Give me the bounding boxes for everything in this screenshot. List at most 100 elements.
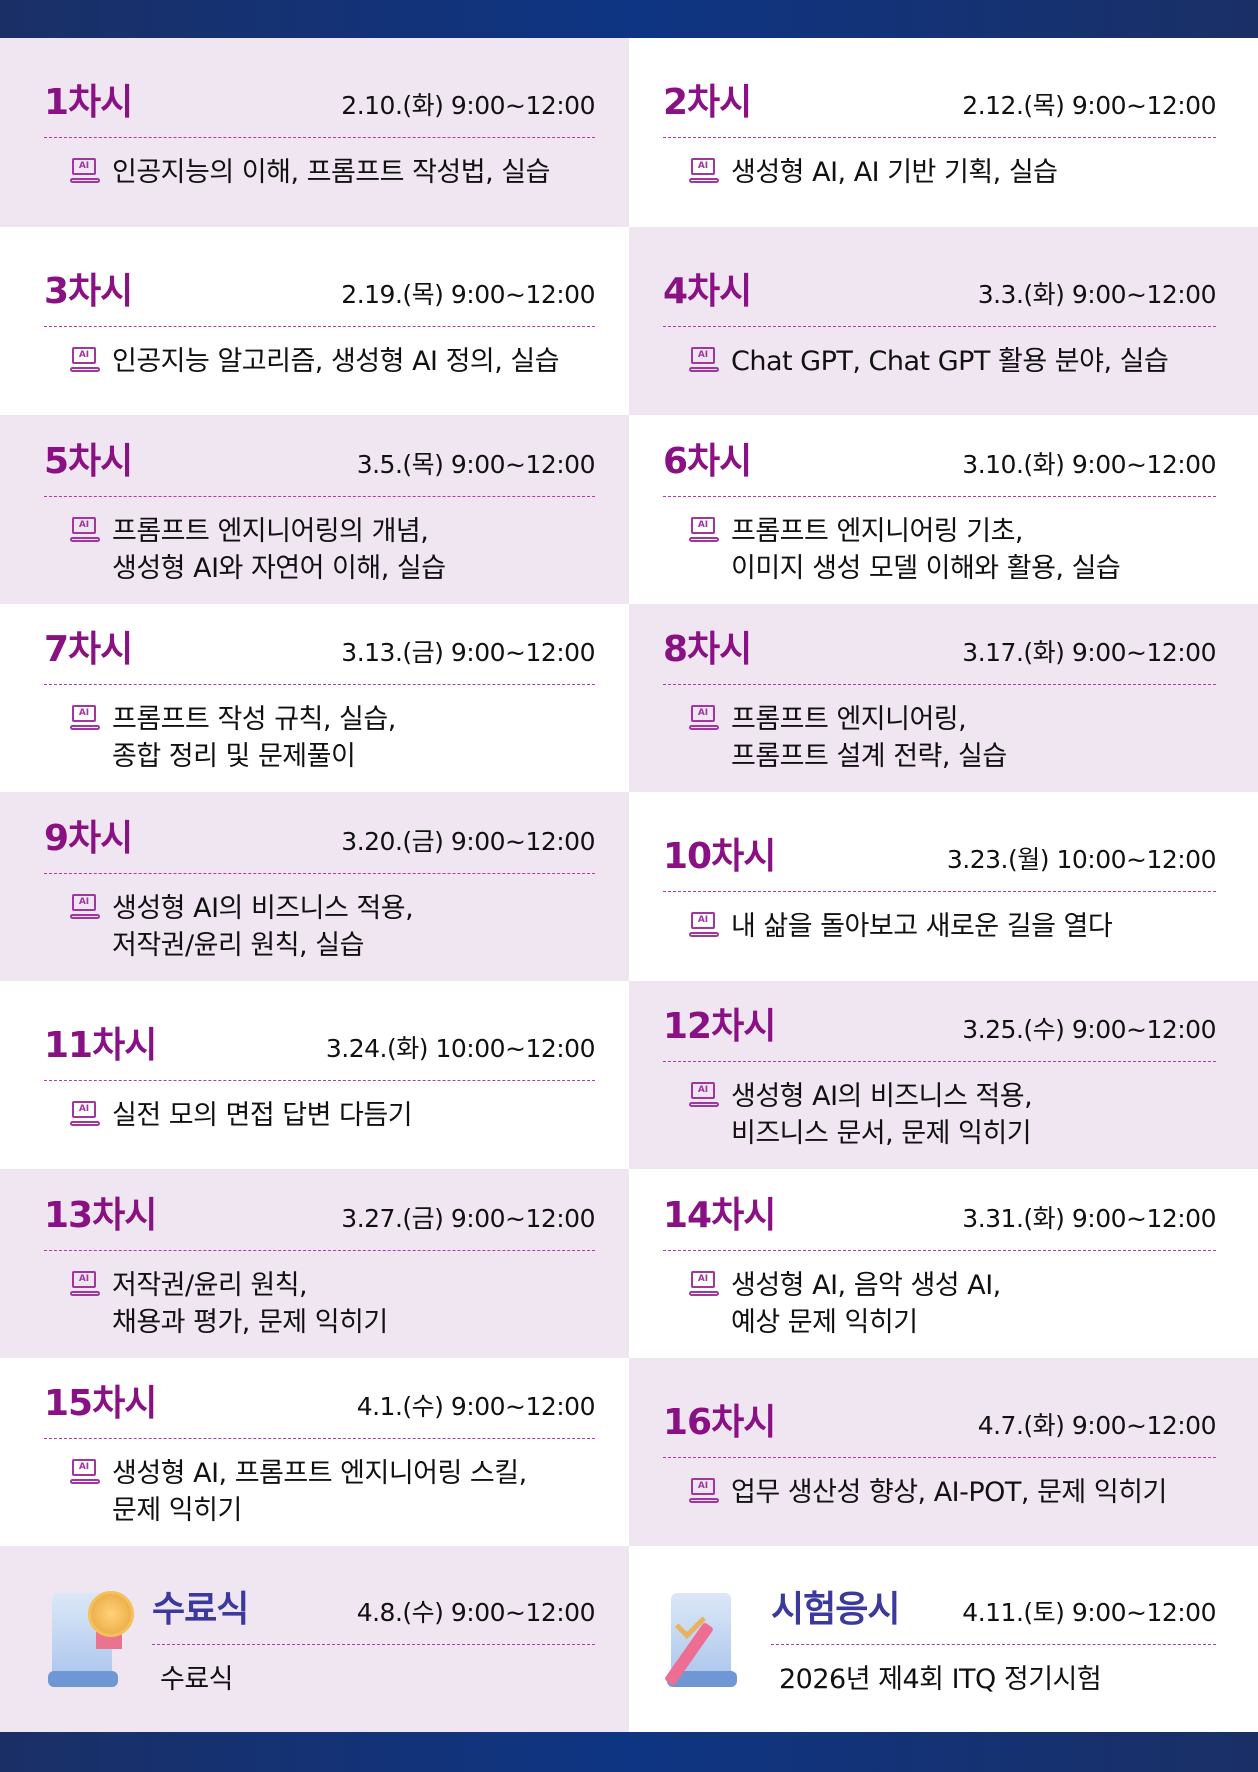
session-title: 5차시 xyxy=(44,440,133,482)
topic-line: 종합 정리 및 문제풀이 xyxy=(112,741,356,773)
session-header: 11차시 3.24.(화) 10:00~12:00 xyxy=(44,1016,596,1081)
session-title: 14차시 xyxy=(663,1194,776,1236)
ai-screen-label: AI xyxy=(691,1477,715,1495)
ai-screen-label: AI xyxy=(72,516,96,534)
ai-laptop-icon: AI xyxy=(70,1459,100,1485)
ai-laptop-icon: AI xyxy=(70,893,100,920)
laptop-base xyxy=(689,178,719,184)
topic-line: 문제 익히기 xyxy=(112,1495,242,1527)
ai-screen-label: AI xyxy=(691,1082,715,1100)
ai-screen-label: AI xyxy=(72,893,96,911)
ai-laptop-icon: AI xyxy=(689,158,719,184)
laptop-base xyxy=(70,1290,100,1296)
laptop-base xyxy=(70,366,100,372)
ceremony-date: 4.8.(수) 9:00~12:00 xyxy=(356,1598,596,1627)
exam-text: 2026년 제4회 ITQ 정기시험 xyxy=(779,1664,1102,1695)
session-card: 3차시 2.19.(목) 9:00~12:00 AI 인공지능 알고리즘, 생성형 A… xyxy=(0,226,629,415)
session-content: AI 생성형 AI, 프롬프트 엔지니어링 스킬, 문제 익히기 xyxy=(44,1455,595,1529)
session-date: 3.17.(화) 9:00~12:00 xyxy=(962,638,1216,668)
laptop-base xyxy=(70,178,100,184)
session-header: 8차시 3.17.(화) 9:00~12:00 xyxy=(663,620,1216,686)
ai-laptop-icon: AI xyxy=(689,912,719,938)
session-header: 9차시 3.20.(금) 9:00~12:00 xyxy=(44,809,595,874)
ai-screen-label: AI xyxy=(691,346,715,364)
session-topics: 저작권/윤리 원칙, 채용과 평가, 문제 익히기 xyxy=(112,1267,388,1341)
laptop-base xyxy=(689,1497,719,1503)
ai-screen-label: AI xyxy=(691,705,715,723)
ai-screen-label: AI xyxy=(72,158,96,176)
topic-line: 인공지능의 이해, 프롬프트 작성법, 실습 xyxy=(112,157,550,189)
topic-line: 채용과 평가, 문제 익히기 xyxy=(112,1306,388,1338)
top-banner-bar xyxy=(0,0,1258,38)
session-header: 13차시 3.27.(금) 9:00~12:00 xyxy=(44,1186,595,1251)
ai-screen-label: AI xyxy=(691,1270,715,1288)
topic-line: 프롬프트 엔지니어링 기초, xyxy=(731,515,1024,547)
topic-line: 예상 문제 익히기 xyxy=(731,1306,918,1338)
laptop-base xyxy=(689,366,719,372)
ai-screen-label: AI xyxy=(691,158,715,176)
session-card: 16차시 4.7.(화) 9:00~12:00 AI 업무 생산성 향상, AI-PO… xyxy=(629,1357,1258,1546)
session-content: AI 실전 모의 면접 답변 다듬기 xyxy=(44,1097,595,1134)
topic-line: 실전 모의 면접 답변 다듬기 xyxy=(112,1099,413,1131)
session-content: AI 생성형 AI의 비즈니스 적용, 비즈니스 문서, 문제 익히기 xyxy=(663,1078,1216,1152)
schedule-grid: 1차시 2.10.(화) 9:00~12:00 AI 인공지능의 이해, 프롬프트 작… xyxy=(0,38,1258,1732)
topic-line: 프롬프트 엔지니어링의 개념, xyxy=(112,515,429,547)
ai-screen-label: AI xyxy=(691,516,715,534)
ai-laptop-icon: AI xyxy=(70,1100,100,1127)
topic-line: 프롬프트 엔지니어링, xyxy=(731,704,967,736)
exam-header: 시험응시 4.11.(토) 9:00~12:00 xyxy=(771,1580,1216,1645)
ai-laptop-icon: AI xyxy=(689,1082,719,1108)
session-topics: 프롬프트 엔지니어링, 프롬프트 설계 전략, 실습 xyxy=(731,701,1007,775)
exam-body: 시험응시 4.11.(토) 9:00~12:00 2026년 제4회 ITQ 정기시… xyxy=(771,1580,1216,1698)
session-date: 2.10.(화) 9:00~12:00 xyxy=(341,91,595,121)
laptop-base xyxy=(70,536,100,542)
topic-line: 생성형 AI와 자연어 이해, 실습 xyxy=(112,552,446,584)
session-topics: 실전 모의 면접 답변 다듬기 xyxy=(112,1097,413,1134)
laptop-base xyxy=(689,536,719,542)
session-card: 13차시 3.27.(금) 9:00~12:00 AI 저작권/윤리 원칙, 채용과 평… xyxy=(0,1169,629,1358)
session-title: 13차시 xyxy=(44,1194,157,1236)
topic-line: 인공지능 알고리즘, 생성형 AI 정의, 실습 xyxy=(112,345,560,377)
session-title: 1차시 xyxy=(44,82,133,124)
session-title: 2차시 xyxy=(663,82,752,124)
session-header: 1차시 2.10.(화) 9:00~12:00 xyxy=(44,73,595,139)
ai-laptop-icon: AI xyxy=(70,1270,100,1297)
session-title: 6차시 xyxy=(663,440,752,482)
session-title: 3차시 xyxy=(44,270,133,312)
laptop-base xyxy=(689,725,719,731)
session-date: 2.12.(목) 9:00~12:00 xyxy=(962,91,1216,121)
session-header: 16차시 4.7.(화) 9:00~12:00 xyxy=(663,1393,1217,1458)
session-card: 1차시 2.10.(화) 9:00~12:00 AI 인공지능의 이해, 프롬프트 작… xyxy=(0,38,629,227)
exam-title: 시험응시 xyxy=(771,1589,900,1630)
session-card: 6차시 3.10.(화) 9:00~12:00 AI 프롬프트 엔지니어링 기초, 이미… xyxy=(629,415,1258,604)
session-card: 12차시 3.25.(수) 9:00~12:00 AI 생성형 AI의 비즈니스 적용… xyxy=(629,980,1258,1169)
session-content: AI 프롬프트 엔지니어링 기초, 이미지 생성 모델 이해와 활용, 실습 xyxy=(663,513,1216,587)
exam-card: 시험응시 4.11.(토) 9:00~12:00 2026년 제4회 ITQ 정기시… xyxy=(629,1546,1258,1732)
ai-screen-label: AI xyxy=(72,1100,96,1118)
topic-line: 생성형 AI의 비즈니스 적용, xyxy=(731,1081,1033,1113)
topic-line: 생성형 AI, 프롬프트 엔지니어링 스킬, xyxy=(112,1458,527,1490)
session-date: 3.10.(화) 9:00~12:00 xyxy=(962,449,1216,479)
session-date: 3.3.(화) 9:00~12:00 xyxy=(977,279,1217,309)
session-topics: 생성형 AI, AI 기반 기획, 실습 xyxy=(731,154,1058,191)
session-card: 8차시 3.17.(화) 9:00~12:00 AI 프롬프트 엔지니어링, 프롬프트 … xyxy=(629,603,1258,792)
session-topics: 생성형 AI의 비즈니스 적용, 저작권/윤리 원칙, 실습 xyxy=(112,890,414,964)
ai-laptop-icon: AI xyxy=(70,705,100,731)
session-content: AI 프롬프트 엔지니어링, 프롬프트 설계 전략, 실습 xyxy=(663,701,1216,775)
ai-laptop-icon: AI xyxy=(689,1270,719,1297)
laptop-base xyxy=(70,725,100,731)
session-header: 7차시 3.13.(금) 9:00~12:00 xyxy=(44,620,595,686)
session-title: 4차시 xyxy=(663,270,752,312)
session-topics: 생성형 AI, 음악 생성 AI, 예상 문제 익히기 xyxy=(731,1267,1001,1341)
session-card: 4차시 3.3.(화) 9:00~12:00 AI Chat GPT, Chat GP… xyxy=(629,226,1258,415)
topic-line: 프롬프트 설계 전략, 실습 xyxy=(731,741,1007,773)
laptop-base xyxy=(70,1120,100,1126)
session-title: 16차시 xyxy=(663,1401,776,1443)
laptop-base xyxy=(70,1479,100,1485)
session-date: 4.7.(화) 9:00~12:00 xyxy=(977,1410,1217,1440)
ai-laptop-icon: AI xyxy=(689,346,719,373)
ai-screen-label: AI xyxy=(72,346,96,364)
bottom-banner-bar xyxy=(0,1732,1258,1772)
session-date: 3.25.(수) 9:00~12:00 xyxy=(962,1015,1216,1045)
session-title: 11차시 xyxy=(44,1024,157,1066)
